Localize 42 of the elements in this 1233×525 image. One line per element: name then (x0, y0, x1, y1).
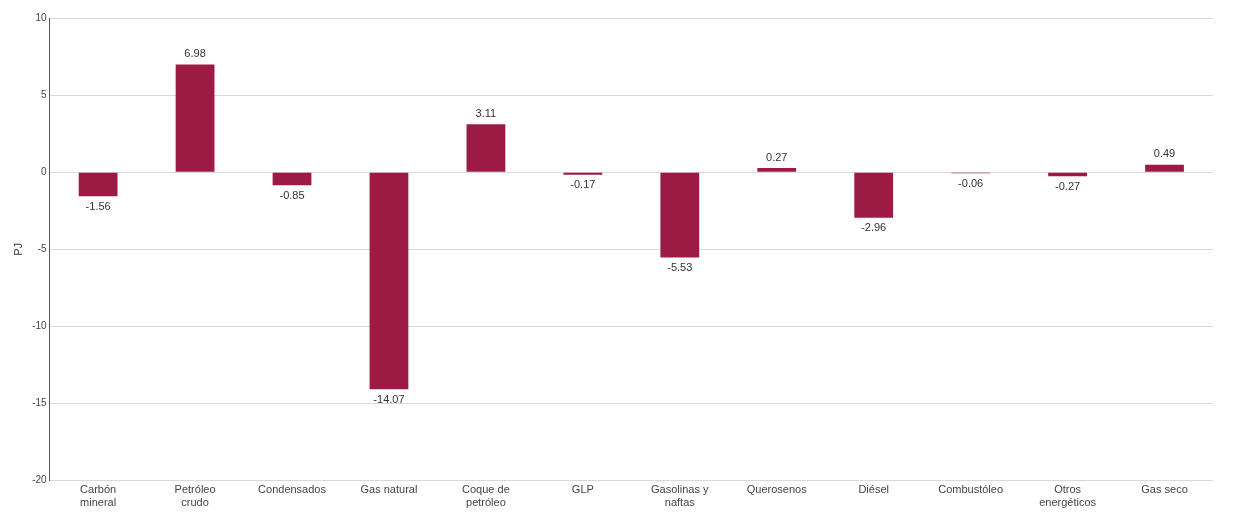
x-tick-label: Petróleo crudo (174, 483, 216, 509)
x-tick-label: Otros energéticos (1039, 483, 1097, 509)
y-tick-label: -5 (37, 243, 48, 255)
data-label: -0.85 (279, 188, 305, 201)
y-axis-title: PJ (11, 242, 24, 256)
bar (369, 172, 409, 390)
data-label: -0.06 (958, 176, 984, 189)
x-tick-label: Carbón mineral (80, 483, 117, 509)
y-tick-label: 10 (35, 11, 48, 23)
data-label: -1.56 (85, 199, 111, 212)
x-tick-label: Gasolinas y naftas (651, 483, 710, 509)
bar (78, 172, 118, 197)
bar (563, 172, 603, 175)
data-label: -0.27 (1055, 179, 1081, 192)
x-tick-label: Condensados (258, 483, 327, 496)
y-tick-label: 5 (41, 88, 48, 100)
bar (175, 64, 215, 172)
data-label: -14.07 (373, 392, 405, 405)
bar (466, 124, 506, 172)
x-tick-label: Gas natural (360, 483, 418, 496)
data-label: -0.17 (570, 178, 596, 191)
bar (757, 168, 797, 172)
x-tick-label: GLP (571, 483, 594, 496)
x-tick-label: Coque de petróleo (462, 483, 510, 509)
y-tick-label: -10 (32, 320, 48, 332)
bar (854, 172, 894, 218)
bar (272, 172, 312, 186)
data-label: 6.98 (184, 47, 206, 60)
bar (1145, 164, 1184, 172)
data-label: 3.11 (475, 106, 497, 119)
y-tick-label: -20 (32, 474, 48, 486)
x-tick-label: Combustóleo (938, 483, 1004, 496)
x-tick-label: Querosenos (746, 483, 808, 496)
x-tick-label: Gas seco (1141, 483, 1188, 496)
y-tick-label: 0 (41, 165, 48, 177)
data-label: -2.96 (861, 221, 887, 234)
data-label: 0.49 (1153, 147, 1176, 160)
y-tick-label: -15 (32, 397, 48, 409)
x-tick-label: Diésel (858, 483, 889, 496)
data-label: -5.53 (667, 261, 693, 273)
data-label: 0.27 (766, 150, 788, 163)
bar (660, 172, 700, 258)
